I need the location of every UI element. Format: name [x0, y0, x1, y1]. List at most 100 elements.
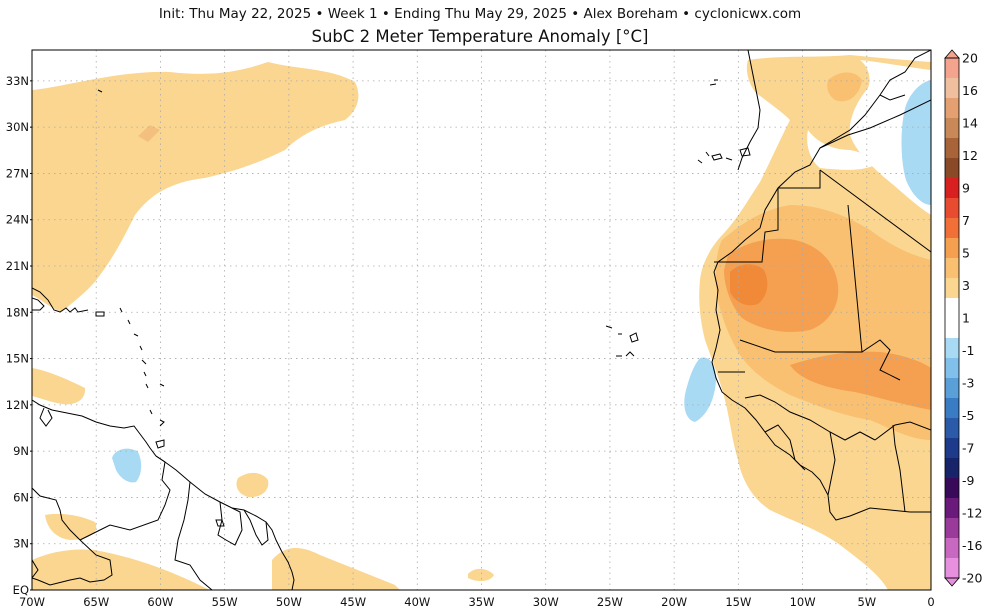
colorbar-label: 16 [962, 83, 978, 98]
longitude-label: 40W [404, 595, 430, 609]
anomaly-region-central-warm [236, 472, 269, 498]
border-ghana [892, 424, 906, 513]
canary-islands [697, 147, 751, 164]
border-suriname-fguiana [217, 501, 243, 546]
south-america-coastline [32, 399, 295, 590]
colorbar-segment [945, 338, 959, 359]
colorbar-segment [945, 498, 959, 519]
latitude-label: 12N [6, 398, 29, 412]
longitude-label: 5W [857, 595, 876, 609]
colorbar-segment [945, 478, 959, 499]
madeira [709, 79, 718, 86]
colorbar-label: -7 [962, 441, 974, 456]
colorbar-segment [945, 418, 959, 439]
colorbar-label: 1 [962, 311, 970, 326]
latitude-label: 30N [6, 120, 29, 134]
longitude-label: 0 [927, 595, 934, 609]
anomaly-region-caribbean-warm [32, 368, 86, 405]
colorbar-segment [945, 298, 959, 319]
colorbar-segment [945, 158, 959, 179]
anomaly-region-north-warmer2 [905, 288, 931, 320]
colorbar-bottom-arrow [944, 577, 960, 587]
colorbar-top-arrow [944, 49, 960, 59]
colorbar-labels: 20 16 14 12 9 7 5 3 1 -1 -3 -5 -7 -9 -12 -16 -20 [962, 51, 982, 586]
colorbar-segment [945, 238, 959, 259]
colorbar-label: 14 [962, 116, 978, 131]
longitude-label: 50W [276, 595, 302, 609]
bahamas [97, 89, 103, 93]
colorbar-segment [945, 78, 959, 99]
longitude-label: 65W [83, 595, 109, 609]
graticule [32, 50, 931, 590]
border-burkina [874, 421, 931, 441]
cape-verde [605, 325, 639, 357]
longitude-label: 15W [725, 595, 751, 609]
hispaniola-coastline [32, 287, 89, 313]
latitude-label: 6N [13, 490, 29, 504]
lake-maracaibo [39, 407, 53, 427]
colorbar-segment [945, 118, 959, 139]
colorbar-frame [944, 57, 960, 579]
longitude-label: 35W [468, 595, 494, 609]
colorbar-label: -1 [962, 343, 974, 358]
coastlines [32, 50, 931, 590]
colorbar-segment [945, 358, 959, 379]
anomaly-region-caribbean-cool [112, 448, 142, 483]
colorbar-segment [945, 458, 959, 479]
colorbar-segment [945, 138, 959, 159]
colorbar-label: -9 [962, 473, 975, 488]
border-guinea [744, 394, 876, 441]
colorbar-segment [945, 58, 959, 79]
anomaly-region-samerica-warm [32, 549, 210, 590]
colorbar-segment [945, 438, 959, 459]
anomaly-region-nw-warmer [138, 125, 160, 142]
colorbar-label: -3 [962, 376, 974, 391]
colorbar-label: -16 [962, 538, 982, 553]
anomaly-region-africa-warmest2 [790, 351, 931, 410]
cuba-coastline [32, 297, 45, 311]
colorbar-segment [945, 278, 959, 299]
anomaly-region-samerica-warm2 [45, 513, 97, 540]
colorbar-segment [945, 198, 959, 219]
colorbar-segment [945, 538, 959, 559]
border-western-sahara [778, 170, 821, 189]
colorbar-label: 20 [962, 51, 978, 66]
border-mali [861, 339, 901, 381]
border-venezuela-guyana [79, 455, 171, 541]
border-north-2 [879, 94, 906, 101]
colorbar [944, 49, 960, 587]
colorbar-segment [945, 558, 959, 579]
anomaly-region-neutral-coast [807, 130, 875, 170]
border-colombia [32, 559, 39, 579]
longitude-label: 20W [661, 595, 687, 609]
longitude-labels: 70W 65W 60W 55W 50W 45W 40W 35W 30W 25W 20W 15W 10W 5… [19, 595, 935, 609]
latitude-label: 18N [6, 305, 29, 319]
latitude-label: 21N [6, 259, 29, 273]
africa-coastline [711, 50, 931, 521]
anomaly-region-brazil-warm [272, 548, 400, 590]
longitude-label: 45W [340, 595, 366, 609]
colorbar-segment [945, 178, 959, 199]
colorbar-segment [945, 318, 959, 339]
latitude-label: 27N [6, 166, 29, 180]
puerto-rico [95, 311, 105, 317]
anomaly-region-nw-warm [32, 62, 359, 312]
colorbar-segment [945, 398, 959, 419]
latitude-labels: 33N 30N 27N 24N 21N 18N 15N 12N 9N 6N 3N EQ [6, 74, 32, 597]
border-venezuela-colombia [32, 487, 81, 541]
colorbar-label: -12 [962, 506, 982, 521]
colorbar-segment [945, 98, 959, 119]
border-mauritania-west [714, 188, 779, 263]
colorbar-label: 9 [962, 181, 970, 196]
anomaly-region-africa-core [730, 264, 768, 306]
anomaly-region-north-warmer [827, 72, 862, 102]
longitude-label: 30W [533, 595, 559, 609]
longitude-label: 60W [147, 595, 173, 609]
colorbar-label: 5 [962, 246, 970, 261]
border-north-1 [819, 99, 931, 149]
border-fguiana-brazil [243, 509, 269, 546]
colorbar-label: 7 [962, 213, 970, 228]
latitude-label: 9N [13, 444, 29, 458]
colorbar-segment [945, 218, 959, 239]
